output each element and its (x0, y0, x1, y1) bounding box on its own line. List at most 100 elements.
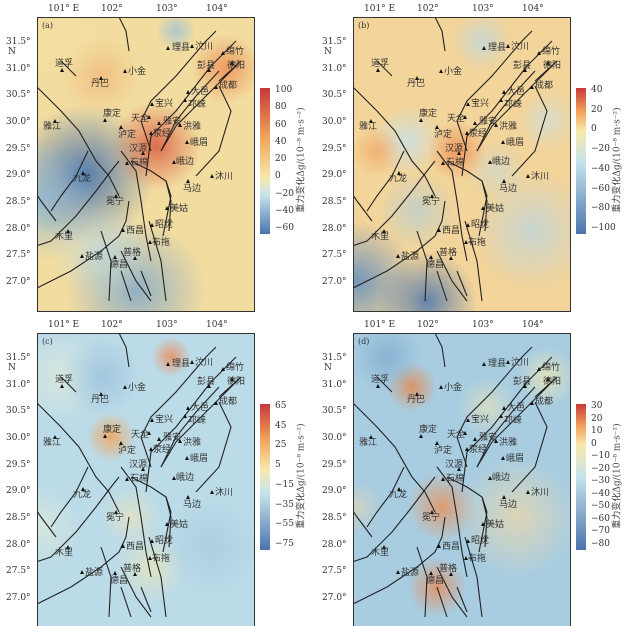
map-area: (d) (353, 333, 571, 626)
city-marker-icon (123, 69, 127, 73)
city-marker-icon (123, 385, 127, 389)
city-label: 理县 (488, 359, 507, 369)
city-marker-icon (439, 69, 443, 73)
city-label: 丹巴 (407, 395, 426, 405)
fault-line (118, 334, 130, 368)
city-marker-icon (429, 255, 433, 259)
latitude-unit-label: N (8, 47, 16, 57)
city-label: 康定 (103, 425, 122, 435)
city-marker-icon (147, 115, 151, 119)
city-marker-icon (546, 377, 550, 381)
city-label: 彭县 (513, 377, 532, 387)
city-label: 石棉 (446, 474, 465, 484)
city-marker-icon (119, 441, 123, 445)
city-label: 九龙 (389, 174, 408, 184)
city-label: 成都 (219, 81, 238, 91)
city-marker-icon (437, 544, 441, 548)
city-label: 冕宁 (422, 197, 441, 207)
fault-line (354, 403, 436, 513)
map-panel-d: (d) 理县 汶川 绵竹 彭县 德阳 道孚 小金 丹巴 成都 大邑 宝兴 邛崃 康定 天全 雅安 洪雅 雅江 泸定 荥… (316, 316, 632, 626)
colorbar-tick-label: 10 (591, 426, 603, 437)
fault-line (38, 476, 120, 562)
latitude-unit-label: N (324, 47, 332, 57)
colorbar-tick-label: −80 (591, 539, 610, 549)
latitude-unit-label: N (324, 363, 332, 373)
longitude-tick-label: 104° (206, 320, 228, 330)
city-label: 木里 (55, 232, 74, 242)
colorbar-tick-label: 80 (275, 102, 287, 113)
latitude-tick-label: 28.5° (6, 197, 31, 207)
city-label: 冕宁 (106, 197, 125, 207)
city-marker-icon (369, 435, 373, 439)
city-label: 洪雅 (183, 122, 202, 132)
latitude-tick-label: 29.0° (322, 170, 347, 180)
fault-line (120, 566, 152, 618)
latitude-tick-label: 30.5° (322, 90, 347, 100)
longitude-tick-label: 103° (472, 320, 494, 330)
city-label: 盐源 (401, 568, 420, 578)
city-marker-icon (537, 51, 541, 55)
city-marker-icon (178, 439, 182, 443)
city-label: 邛崃 (504, 416, 523, 426)
city-marker-icon (506, 360, 510, 364)
city-marker-icon (60, 384, 64, 388)
fault-line (416, 230, 428, 302)
fault-line (461, 356, 553, 493)
latitude-tick-label: 27.5° (6, 250, 31, 260)
city-marker-icon (457, 151, 461, 155)
colorbar-tick-label: 65 (275, 401, 287, 411)
city-marker-icon (482, 46, 486, 50)
colorbar-title: 重力变化Δg/(10⁻⁸ m·s⁻²) (296, 107, 307, 213)
city-label: 泸定 (118, 446, 137, 456)
fault-line (60, 376, 77, 393)
city-marker-icon (113, 571, 117, 575)
latitude-tick-label: 30.5° (6, 406, 31, 416)
colorbar-tick-label: −20 (275, 188, 294, 199)
fault-line (464, 220, 483, 302)
city-marker-icon (185, 456, 189, 460)
city-label: 成都 (535, 81, 554, 91)
city-marker-icon (382, 229, 386, 233)
city-label: 泸定 (434, 446, 453, 456)
city-label: 彭县 (513, 61, 532, 71)
city-label: 木里 (55, 548, 74, 558)
city-label: 道孚 (371, 375, 390, 385)
latitude-tick-label: 31.0° (322, 64, 347, 74)
city-marker-icon (99, 392, 103, 396)
city-marker-icon (466, 418, 470, 422)
fault-line (354, 160, 436, 246)
city-marker-icon (165, 206, 169, 210)
city-marker-icon (81, 487, 85, 491)
city-marker-icon (121, 544, 125, 548)
city-label: 彭县 (197, 61, 216, 71)
latitude-tick-label: 27.5° (6, 566, 31, 576)
city-marker-icon (502, 406, 506, 410)
colorbar-tick-label: −60 (591, 513, 610, 524)
city-label: 昭觉 (155, 220, 174, 230)
colorbar-tick-label: −70 (591, 526, 610, 537)
fault-line (120, 150, 152, 262)
city-marker-icon (149, 447, 153, 451)
latitude-tick-label: 28.0° (6, 540, 31, 550)
city-label: 雅安 (163, 433, 182, 443)
city-marker-icon (396, 570, 400, 574)
fault-line (366, 466, 405, 528)
panel-label: (a) (42, 21, 54, 30)
colorbar-tick-label: −10 (591, 451, 610, 462)
latitude-tick-label: 27.0° (6, 277, 31, 287)
city-label: 美姑 (170, 520, 189, 530)
colorbar-title: 重力变化Δg/(10⁻⁸ m·s⁻²) (612, 107, 623, 213)
city-marker-icon (546, 61, 550, 65)
colorbar (260, 88, 270, 234)
city-marker-icon (133, 572, 137, 576)
city-marker-icon (449, 256, 453, 260)
city-marker-icon (457, 467, 461, 471)
city-label: 泸定 (118, 130, 137, 140)
map-area: (c) (37, 333, 255, 626)
city-marker-icon (441, 477, 445, 481)
city-label: 绵竹 (542, 363, 561, 373)
fault-line (434, 18, 446, 52)
city-marker-icon (463, 115, 467, 119)
city-label: 西昌 (442, 542, 461, 552)
city-label: 沐川 (531, 172, 550, 182)
